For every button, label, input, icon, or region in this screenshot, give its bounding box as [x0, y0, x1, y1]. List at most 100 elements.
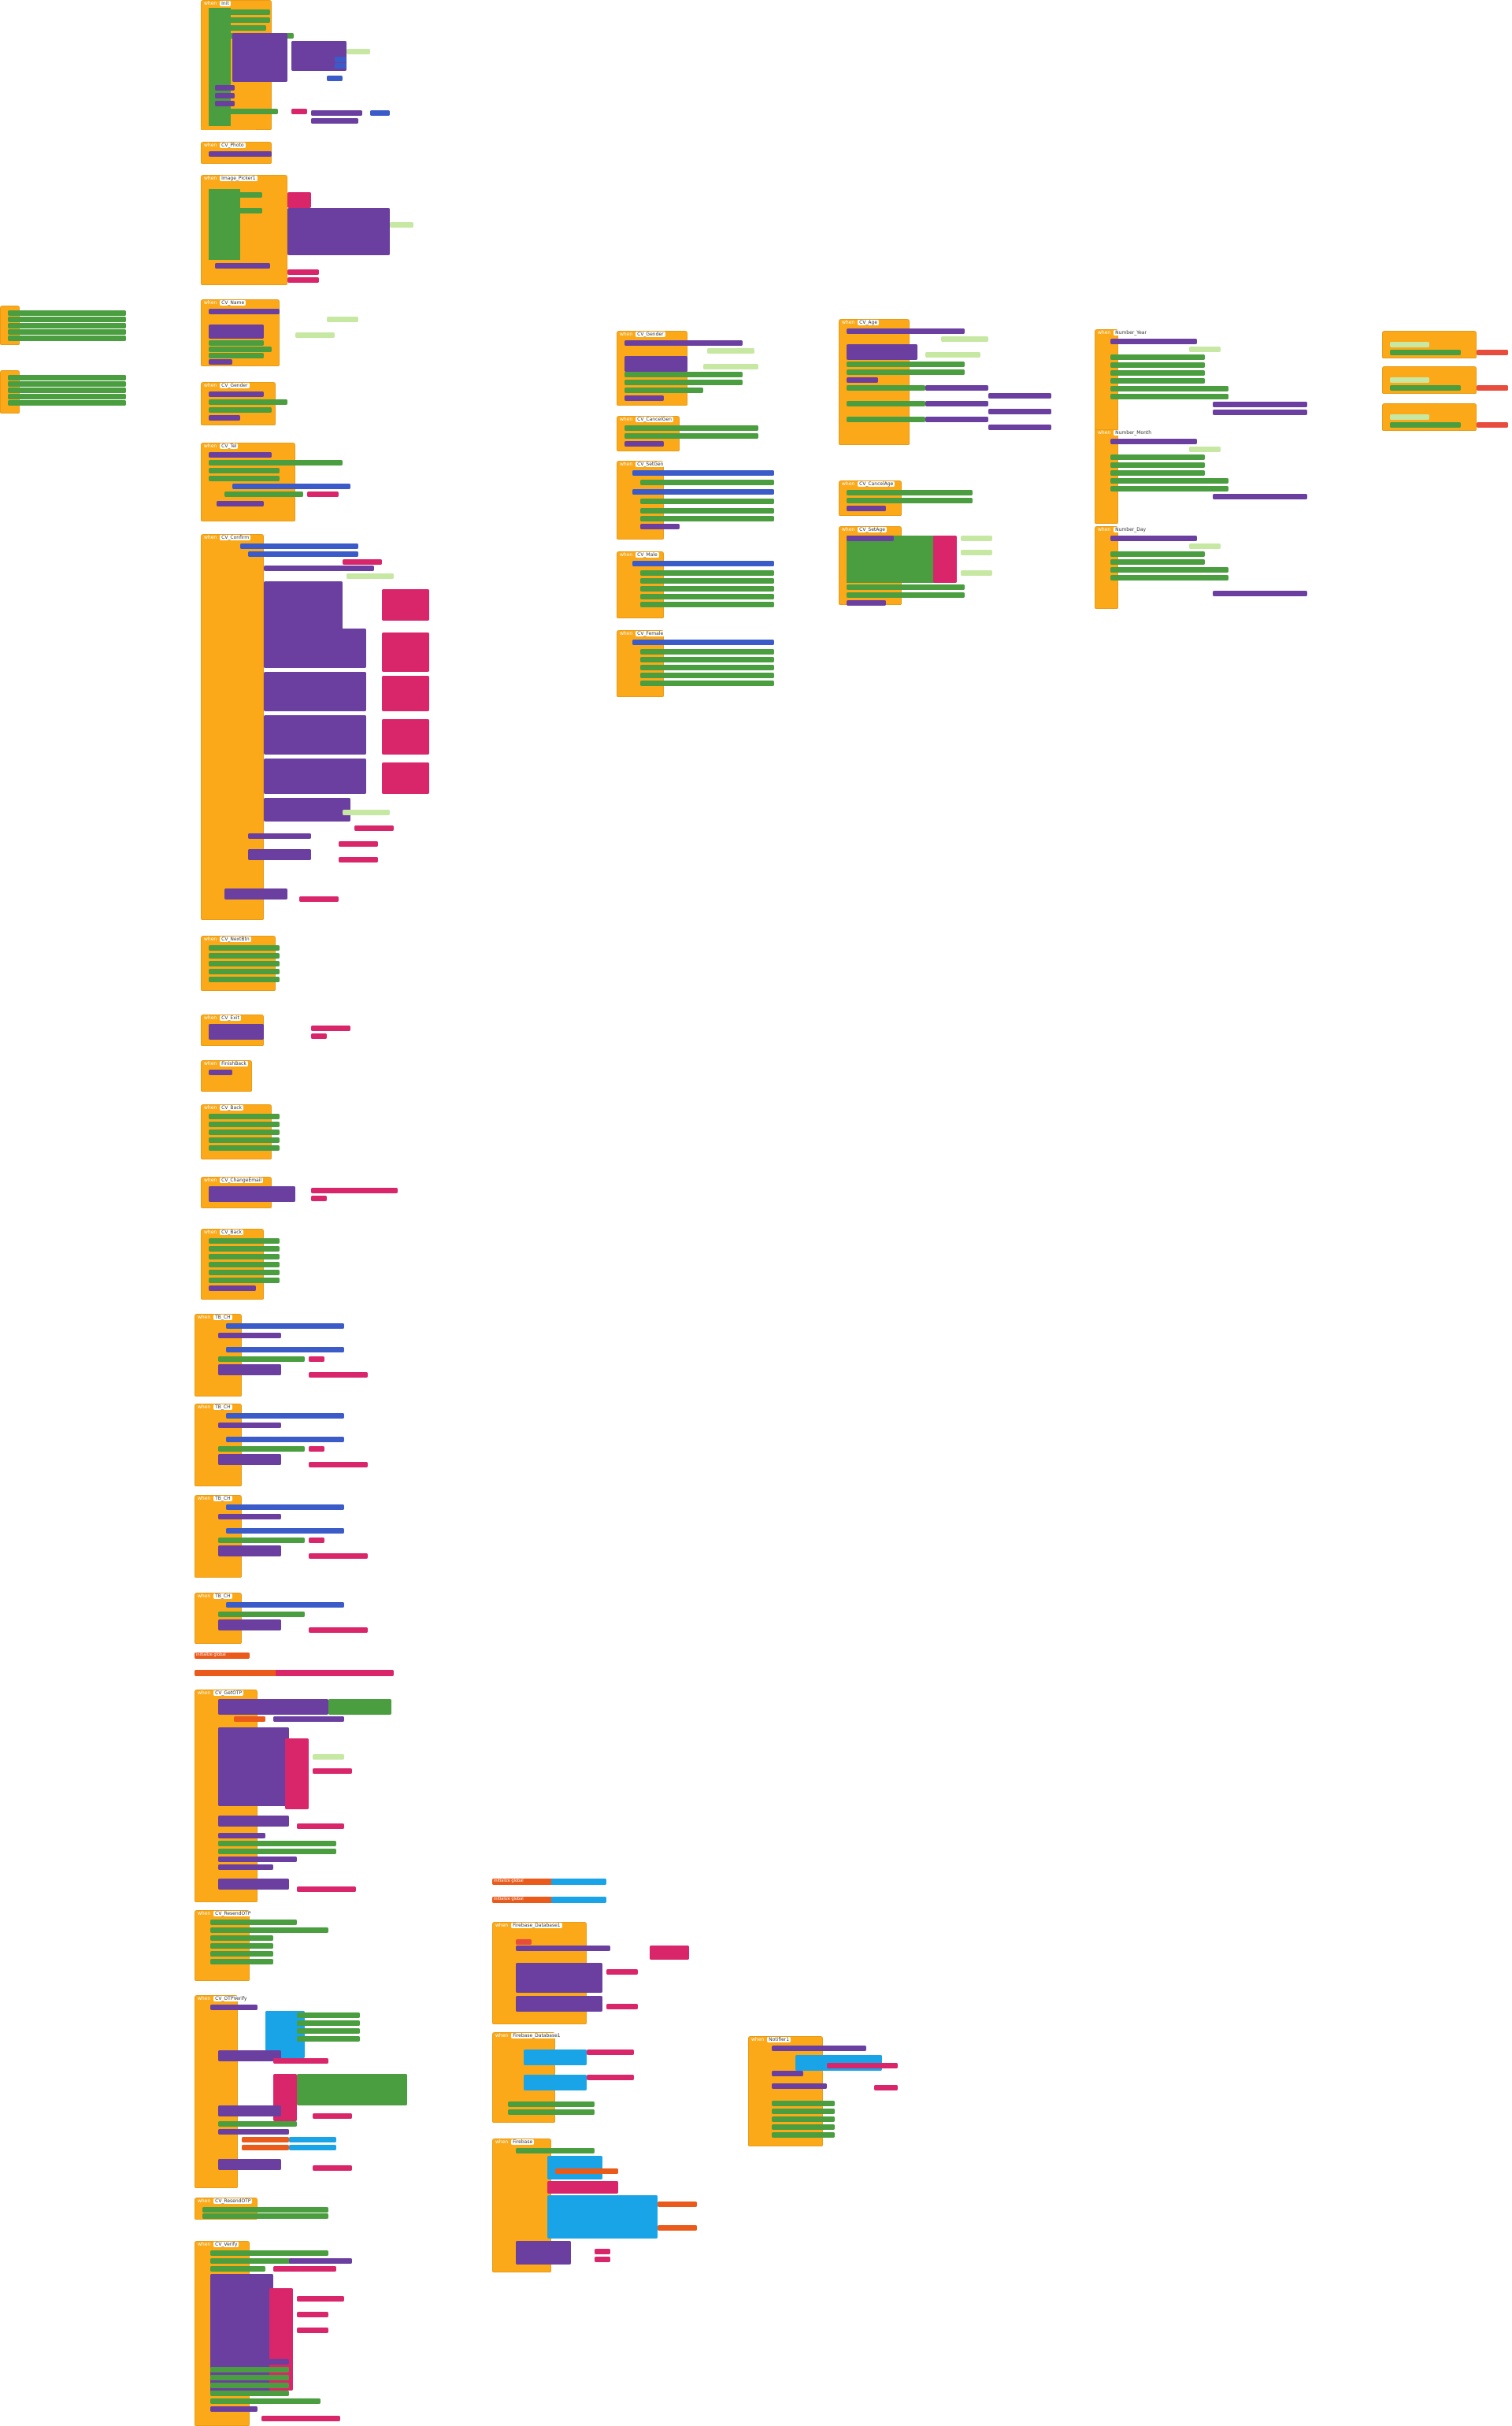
call-block[interactable]: [1110, 339, 1197, 344]
setter-block[interactable]: [8, 394, 126, 399]
event-block-reset[interactable]: when CV_Back: [201, 1229, 280, 1300]
setter-block[interactable]: [1110, 567, 1228, 573]
text-block[interactable]: [273, 2266, 336, 2272]
setter-block[interactable]: [215, 208, 262, 213]
setter-block[interactable]: [218, 1446, 305, 1452]
setter-block[interactable]: [297, 2028, 360, 2034]
text-block[interactable]: [650, 1946, 689, 1960]
setter-block[interactable]: [210, 2398, 321, 2404]
setter-block[interactable]: [847, 584, 965, 590]
event-block-far-left-2[interactable]: [0, 370, 126, 414]
setter-block[interactable]: [640, 586, 774, 592]
value-block[interactable]: [327, 317, 358, 322]
text-block[interactable]: [587, 2049, 634, 2055]
control-block[interactable]: [524, 2075, 587, 2090]
variable-block[interactable]: [658, 2225, 697, 2231]
setter-block[interactable]: [624, 425, 758, 431]
call-block[interactable]: [209, 359, 232, 365]
text-block[interactable]: [343, 559, 382, 565]
setter-block[interactable]: [640, 578, 774, 584]
setter-block[interactable]: [508, 2109, 595, 2115]
setter-block[interactable]: [218, 1356, 305, 1362]
compare-block[interactable]: [248, 551, 358, 557]
text-block[interactable]: [309, 1538, 324, 1543]
setter-block[interactable]: [847, 490, 973, 495]
event-block-far-right-2[interactable]: [1382, 366, 1508, 394]
value-block[interactable]: [1390, 342, 1429, 347]
call-block[interactable]: [624, 395, 664, 401]
setter-block[interactable]: [772, 2109, 835, 2114]
event-block-cv-exit[interactable]: when CV_Exit: [201, 1015, 350, 1046]
setter-block[interactable]: [1110, 575, 1228, 581]
call-block[interactable]: [311, 118, 358, 124]
setter-block[interactable]: [624, 388, 703, 393]
setter-block[interactable]: [772, 2124, 835, 2130]
compare-block[interactable]: [226, 1413, 344, 1419]
call-block[interactable]: [624, 356, 687, 372]
setter-block[interactable]: [210, 1943, 273, 1949]
text-block[interactable]: [285, 1738, 309, 1809]
value-block[interactable]: [1189, 543, 1221, 549]
setter-block[interactable]: [297, 2020, 360, 2026]
setter-block[interactable]: [210, 1920, 297, 1925]
text-block[interactable]: [933, 536, 957, 583]
setter-block[interactable]: [218, 2121, 297, 2127]
control-block[interactable]: [551, 1897, 606, 1903]
setter-block[interactable]: [847, 498, 973, 503]
setter-block[interactable]: [297, 2074, 407, 2105]
value-block[interactable]: [961, 536, 992, 541]
event-block-tb-ch-3[interactable]: when TB_CH: [195, 1495, 368, 1578]
call-block[interactable]: [1110, 536, 1197, 541]
setter-block[interactable]: [8, 310, 126, 316]
compare-block[interactable]: [632, 561, 774, 566]
call-block[interactable]: [218, 1864, 273, 1870]
setter-block[interactable]: [640, 508, 774, 514]
call-block[interactable]: [218, 1364, 281, 1375]
call-block[interactable]: [264, 566, 374, 571]
call-block[interactable]: [847, 377, 878, 383]
control-block[interactable]: [289, 2137, 336, 2142]
call-block[interactable]: [209, 1070, 232, 1075]
setter-block[interactable]: [210, 2391, 289, 2396]
text-block[interactable]: [287, 277, 319, 283]
text-block[interactable]: [297, 2312, 328, 2317]
setter-block[interactable]: [1110, 370, 1205, 376]
event-block-cv-cancelgen[interactable]: when CV_CancelGen: [617, 416, 758, 451]
setter-block[interactable]: [209, 399, 287, 405]
event-block-notifier[interactable]: when Notifier1: [748, 2036, 898, 2146]
call-block[interactable]: [210, 2359, 289, 2365]
event-block-cv-female[interactable]: when CV_Female: [617, 630, 774, 697]
setter-block[interactable]: [640, 681, 774, 686]
call-block[interactable]: [847, 328, 965, 334]
global-variable-block[interactable]: [195, 1670, 305, 1676]
setter-block[interactable]: [1390, 422, 1461, 428]
value-block[interactable]: [1189, 447, 1221, 452]
compare-block[interactable]: [226, 1323, 344, 1329]
call-block[interactable]: [218, 2129, 289, 2135]
setter-block[interactable]: [8, 400, 126, 406]
text-block[interactable]: [354, 825, 394, 831]
setter-block[interactable]: [202, 2213, 328, 2219]
event-block-cv-back[interactable]: when CV_Back: [201, 1104, 280, 1159]
call-block[interactable]: [772, 2083, 827, 2089]
setter-block[interactable]: [218, 1612, 305, 1617]
setter-block[interactable]: [640, 649, 774, 655]
call-block[interactable]: [624, 441, 664, 447]
setter-block[interactable]: [1110, 470, 1205, 476]
call-block[interactable]: [210, 2406, 258, 2412]
text-block[interactable]: [382, 719, 429, 755]
text-block[interactable]: [339, 841, 378, 847]
text-block[interactable]: [309, 1553, 368, 1559]
setter-block[interactable]: [1110, 454, 1205, 460]
text-block[interactable]: [299, 896, 339, 902]
text-block[interactable]: [313, 2165, 352, 2171]
event-block-far-right-3[interactable]: [1382, 403, 1508, 431]
call-block[interactable]: [516, 1963, 602, 1993]
text-block[interactable]: [339, 857, 378, 862]
text-block[interactable]: [273, 2058, 328, 2064]
call-block[interactable]: [218, 1857, 297, 1862]
setter-block[interactable]: [772, 2132, 835, 2138]
call-block[interactable]: [218, 1545, 281, 1556]
event-block-tb-ch-1[interactable]: when TB_CH: [195, 1314, 368, 1397]
call-block[interactable]: [215, 93, 235, 98]
